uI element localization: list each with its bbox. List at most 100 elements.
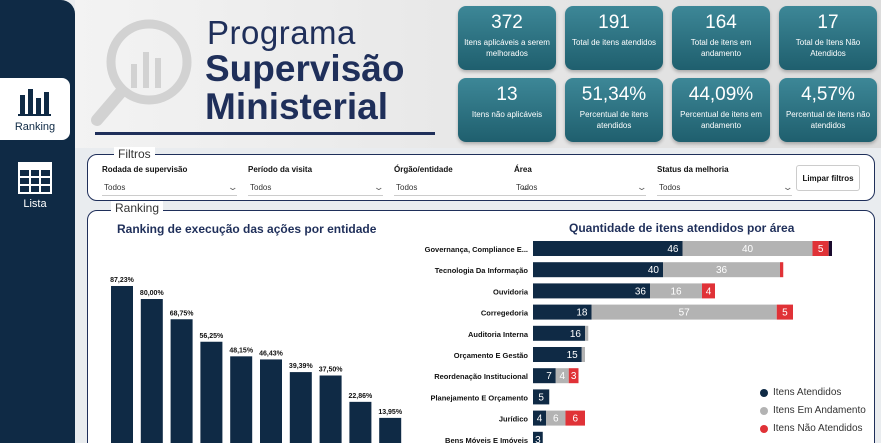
filter-area: Área Todos ⌄ (514, 165, 648, 196)
kpi-card-total-andamento: 164 Total de itens em andamento (672, 6, 770, 70)
kpi-card-total-nao-atendidos: 17 Total de Itens Não Atendidos (779, 6, 877, 70)
kpi-value: 13 (496, 84, 518, 105)
kpi-value: 372 (491, 12, 523, 33)
area-bar-value: 16 (570, 329, 582, 340)
filter-status: Status da melhoria Todos ⌄ (657, 165, 794, 196)
filter-periodo-select[interactable]: Todos ⌄ (248, 179, 385, 196)
ranking-bar (379, 417, 402, 443)
legend-dot (760, 388, 768, 397)
area-category-label: Governança, Compliance E... (425, 245, 528, 254)
kpi-value: 164 (705, 12, 737, 33)
area-bar-segment (812, 241, 829, 256)
ranking-chart-title: Ranking de execução das ações por entida… (117, 222, 377, 236)
filters-panel-title: Filtros (114, 147, 155, 161)
area-bar-segment (533, 283, 650, 299)
area-category-label: Corregedoria (481, 309, 529, 318)
ranking-bar (170, 319, 193, 443)
filters-panel: Rodada de supervisão Todos ⌄ Período da … (87, 154, 875, 201)
ranking-bar (260, 359, 282, 443)
kpi-value: 191 (598, 12, 630, 33)
kpi-value: 17 (817, 12, 839, 33)
clear-filters-button[interactable]: Limpar filtros (796, 165, 860, 191)
magnifier-chart-icon (91, 19, 192, 126)
ranking-bar-chart: 87,23% 80,00% 68,75% 56,25% 48,15% 46,43% 39,3… (110, 277, 403, 443)
area-bar-value: 3 (535, 435, 541, 443)
kpi-value: 51,34% (581, 84, 647, 105)
kpi-label: Total de itens em andamento (690, 38, 752, 58)
area-chart-title: Quantidade de itens atendidos por área (569, 221, 795, 235)
chevron-down-icon: ⌄ (373, 181, 385, 192)
ranking-bar-label: 87,23% (110, 277, 135, 284)
program-title-line1: Programa (207, 14, 356, 51)
area-bar-value: 5 (538, 392, 544, 403)
filter-rodada-select[interactable]: Todos ⌄ (102, 179, 239, 196)
header: Programa Supervisão Ministerial 372 Iten… (75, 0, 881, 148)
area-category-label: Planejamento E Orçamento (430, 393, 528, 402)
area-bar-segment (702, 283, 715, 299)
chevron-down-icon: ⌄ (519, 181, 531, 192)
filter-value: Todos (104, 182, 126, 192)
area-bar-segment (533, 347, 582, 362)
area-bar-segment (533, 325, 585, 341)
filter-orgao-select[interactable]: Todos ⌄ (394, 179, 531, 196)
area-bar-value: 6 (553, 414, 559, 425)
legend-dot (760, 406, 768, 415)
filter-label: Área (514, 165, 532, 174)
area-bar-segment (650, 283, 702, 299)
area-bar-segment (565, 410, 585, 426)
area-bar-value: 4 (706, 286, 712, 297)
area-bar-segment (533, 262, 663, 278)
kpi-card-nao-aplicaveis: 13 Itens não aplicáveis (458, 78, 556, 142)
area-category-label: Bens Móveis E Imóveis (445, 436, 528, 443)
area-bar-value: 5 (818, 244, 824, 255)
kpi-label: Itens não aplicáveis (471, 110, 543, 119)
nav-item-lista[interactable]: Lista (0, 155, 70, 217)
area-bar-value: 6 (572, 414, 578, 425)
area-bar-value: 18 (576, 308, 588, 319)
area-bar-value: 7 (546, 371, 552, 382)
area-bar-segment (546, 410, 566, 426)
legend-item-atendidos: Itens Atendidos (760, 387, 841, 398)
filter-area-select[interactable]: Todos ⌄ (514, 179, 648, 196)
ranking-bar (140, 299, 163, 443)
chevron-down-icon: ⌄ (636, 181, 648, 192)
area-category-label: Ouvidoria (493, 287, 529, 296)
kpi-value: 4,57% (801, 84, 855, 105)
area-bar-value: 4 (559, 371, 565, 382)
area-bar-value: 16 (670, 286, 682, 297)
area-bar-segment (581, 347, 585, 362)
kpi-card-itens-aplicaveis: 372 Itens aplicáveis a serem melhorados (458, 6, 556, 70)
area-bar-value: 36 (716, 265, 728, 276)
area-category-label: Jurídico (499, 415, 529, 424)
area-bar-segment (828, 241, 832, 256)
filter-status-select[interactable]: Todos ⌄ (657, 179, 794, 196)
filter-label: Órgão/entidade (394, 165, 453, 174)
ranking-bar-label: 68,75% (170, 310, 195, 317)
legend-item-andamento: Itens Em Andamento (760, 405, 866, 416)
ranking-bar (319, 375, 342, 443)
filter-label: Rodada de supervisão (102, 165, 188, 174)
ranking-bar-label: 80,00% (140, 290, 165, 297)
legend-item-nao-atendidos: Itens Não Atendidos (760, 423, 863, 434)
kpi-label: Total de itens atendidos (571, 38, 657, 47)
filter-periodo: Período da visita Todos ⌄ (248, 165, 385, 196)
program-title-line2: Supervisão (205, 48, 405, 89)
ranking-panel-title: Ranking (111, 201, 164, 215)
bar-chart-icon (18, 89, 51, 116)
kpi-label: Itens aplicáveis a serem melhorados (464, 38, 550, 58)
filter-value: Todos (659, 182, 681, 192)
kpi-label: Percentual de itens não atendidos (785, 110, 871, 130)
area-bar-value: 15 (567, 350, 579, 361)
area-bar-segment (780, 262, 784, 278)
kpi-label: Total de Itens Não Atendidos (795, 38, 861, 58)
area-bar-segment (533, 241, 683, 256)
area-bar-segment (533, 368, 556, 384)
chevron-down-icon: ⌄ (782, 181, 794, 192)
program-title-line3: Ministerial (205, 86, 388, 127)
nav-item-ranking[interactable]: Ranking (0, 78, 70, 140)
ranking-bar (230, 356, 253, 443)
filter-label: Período da visita (248, 165, 313, 174)
kpi-label: Percentual de itens atendidos (579, 110, 649, 130)
area-bar-segment (555, 368, 569, 384)
area-category-label: Tecnologia Da Informação (435, 266, 529, 275)
